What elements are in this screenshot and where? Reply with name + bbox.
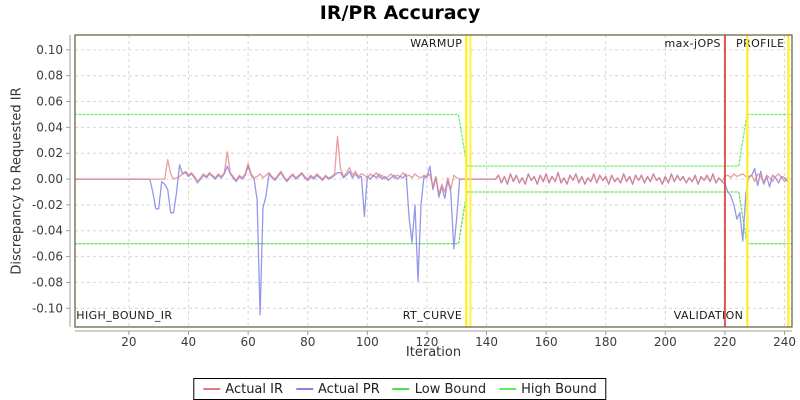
legend-item-actual-pr: Actual PR [296,382,380,397]
profile-label: PROFILE [736,37,784,50]
y-tick-label: 0.08 [36,69,63,83]
chart-legend: Actual IR Actual PR Low Bound High Bound [193,378,607,400]
y-tick-label: -0.02 [32,198,63,212]
legend-item-actual-ir: Actual IR [203,382,283,397]
x-tick-label: 140 [475,335,498,349]
chart-title: IR/PR Accuracy [319,2,481,24]
validation-label: VALIDATION [674,309,744,322]
x-tick-label: 160 [535,335,558,349]
x-tick-label: 100 [356,335,379,349]
high-bound-ir-label: HIGH_BOUND_IR [76,309,172,322]
y-tick-label: 0.06 [36,95,63,109]
x-axis-title: Iteration [405,345,462,360]
series-low-bound [75,191,792,245]
rt-curve-label: RT_CURVE [403,309,463,322]
y-tick-label: -0.04 [32,224,63,238]
legend-swatch-actual-ir [203,388,221,390]
legend-swatch-low-bound [392,388,410,390]
x-tick-label: 20 [121,335,136,349]
x-tick-label: 200 [654,335,677,349]
y-tick-label: -0.06 [32,250,63,264]
x-tick-label: 40 [181,335,196,349]
x-tick-label: 240 [773,335,796,349]
legend-label-low-bound: Low Bound [414,381,487,397]
legend-item-high-bound: High Bound [499,382,597,397]
y-tick-label: -0.10 [32,301,63,315]
max-jops-label: max-jOPS [664,37,720,50]
series-actual-ir [75,135,789,196]
series-actual-pr [75,164,789,316]
y-tick-label: 0.04 [36,120,63,134]
legend-item-low-bound: Low Bound [392,381,487,397]
legend-swatch-high-bound [499,388,517,390]
x-tick-label: 60 [241,335,256,349]
legend-label-actual-ir: Actual IR [225,381,284,397]
y-tick-label: 0.02 [36,146,63,160]
plot-border [74,34,793,328]
x-tick-label: 180 [594,335,617,349]
y-axis-title: Discrepancy to Requested IR [9,87,25,275]
y-tick-label: 0.00 [36,172,63,186]
x-tick-label: 220 [713,335,736,349]
legend-label-high-bound: High Bound [521,381,597,397]
series-high-bound [75,113,792,167]
y-tick-label: 0.10 [36,43,63,57]
warmup-label: WARMUP [410,37,462,50]
y-tick-label: -0.08 [32,275,63,289]
legend-swatch-actual-pr [296,388,314,390]
legend-label-actual-pr: Actual PR [318,381,380,397]
x-tick-label: 120 [415,335,438,349]
x-tick-label: 80 [300,335,315,349]
